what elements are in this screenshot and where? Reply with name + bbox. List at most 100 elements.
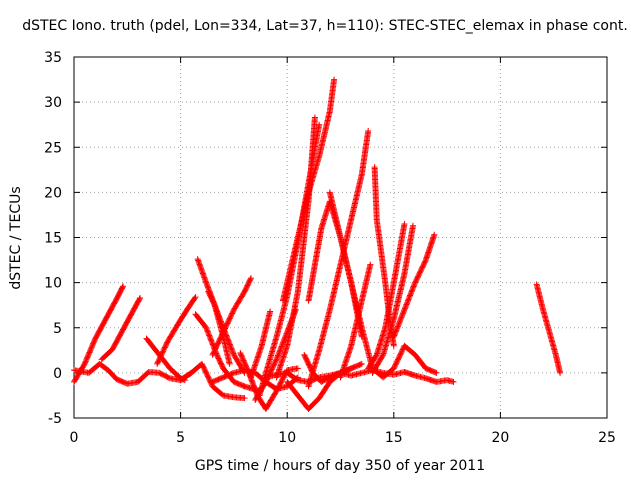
- data-point: [228, 311, 235, 318]
- y-tick-label: 15: [44, 231, 62, 247]
- data-point: [84, 353, 91, 360]
- data-point: [274, 353, 281, 360]
- data-point: [311, 114, 318, 121]
- data-point: [214, 340, 221, 347]
- data-point: [162, 343, 169, 350]
- data-point: [165, 374, 172, 381]
- data-series: [98, 294, 144, 363]
- data-point: [87, 346, 94, 353]
- data-point: [267, 308, 274, 315]
- x-tick-label: 20: [491, 430, 509, 446]
- data-point: [272, 357, 279, 364]
- data-point: [222, 324, 229, 331]
- data-point: [206, 332, 213, 339]
- data-point: [294, 365, 301, 372]
- y-tick-label: 20: [44, 185, 62, 201]
- data-point: [394, 356, 401, 363]
- data-point: [223, 322, 230, 329]
- data-point: [119, 284, 126, 291]
- data-point: [208, 337, 215, 344]
- data-point: [433, 369, 440, 376]
- data-series: [209, 275, 254, 358]
- y-tick-label: 10: [44, 276, 62, 292]
- data-series: [262, 367, 457, 385]
- data-point: [229, 349, 236, 356]
- data-point: [88, 344, 95, 351]
- data-point: [432, 369, 439, 376]
- data-point: [200, 363, 207, 370]
- data-series: [337, 261, 374, 381]
- data-point: [393, 360, 400, 367]
- data-point: [90, 339, 97, 346]
- data-point: [82, 358, 89, 365]
- data-point: [226, 315, 233, 322]
- data-point: [154, 360, 161, 367]
- data-point: [279, 340, 286, 347]
- data-point: [277, 347, 284, 354]
- data-point: [224, 319, 231, 326]
- data-point: [203, 326, 210, 333]
- data-point: [192, 294, 199, 301]
- data-point: [216, 338, 223, 345]
- data-point: [207, 335, 214, 342]
- data-point: [278, 344, 285, 351]
- data-point: [392, 361, 399, 368]
- data-point: [198, 360, 205, 367]
- data-point: [163, 342, 170, 349]
- data-point: [155, 357, 162, 364]
- data-point: [227, 312, 234, 319]
- data-point: [205, 331, 212, 338]
- data-series: [273, 114, 318, 381]
- data-point: [226, 360, 233, 367]
- data-point: [156, 355, 163, 362]
- data-series: [390, 231, 438, 340]
- y-tick-label: 35: [44, 50, 62, 66]
- data-point: [163, 340, 170, 347]
- data-point: [160, 348, 167, 355]
- data-point: [212, 345, 219, 352]
- data-point: [357, 361, 364, 368]
- data-point: [85, 350, 92, 357]
- data-point: [222, 325, 229, 332]
- data-point: [398, 349, 405, 356]
- data-point: [85, 352, 92, 359]
- axis-ticks: 0 5 10 15 20 25 -5 0 5 10 15 20 25 30 35: [44, 50, 616, 446]
- data-point: [450, 378, 457, 385]
- data-point: [217, 334, 224, 341]
- data-point: [209, 351, 216, 358]
- data-point: [226, 316, 233, 323]
- data-point: [210, 350, 217, 357]
- data-point: [210, 349, 217, 356]
- data-point: [272, 358, 279, 365]
- data-point: [215, 339, 222, 346]
- data-point: [271, 361, 278, 368]
- data-point: [83, 355, 90, 362]
- data-point: [208, 338, 215, 345]
- data-point: [227, 344, 234, 351]
- data-point: [158, 352, 165, 359]
- data-point: [209, 340, 216, 347]
- data-point: [160, 347, 167, 354]
- x-axis-label: GPS time / hours of day 350 of year 2011: [195, 458, 485, 474]
- data-point: [396, 352, 403, 359]
- data-point: [394, 357, 401, 364]
- data-point: [228, 345, 235, 352]
- data-point: [409, 222, 416, 229]
- data-point: [219, 331, 226, 338]
- data-point: [83, 357, 90, 364]
- y-tick-label: 30: [44, 95, 62, 111]
- data-point: [218, 333, 225, 340]
- data-series: [154, 294, 199, 367]
- data-point: [86, 349, 93, 356]
- data-point: [399, 347, 406, 354]
- data-point: [204, 327, 211, 334]
- data-point: [277, 346, 284, 353]
- data-point: [397, 350, 404, 357]
- data-point: [191, 295, 198, 302]
- data-point: [199, 362, 206, 369]
- data-point: [229, 310, 236, 317]
- data-point: [220, 329, 227, 336]
- data-point: [229, 309, 236, 316]
- data-point: [390, 342, 397, 349]
- data-point: [367, 261, 374, 268]
